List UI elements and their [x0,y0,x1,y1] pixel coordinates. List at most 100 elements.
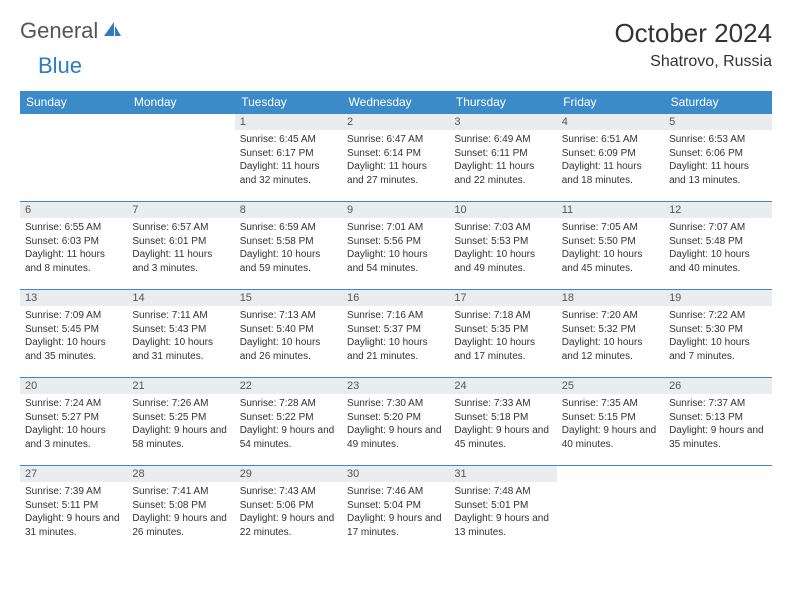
day-body: Sunrise: 6:59 AMSunset: 5:58 PMDaylight:… [235,218,342,278]
logo-text-2: Blue [38,53,82,78]
sunset-line: Sunset: 5:06 PM [240,499,337,513]
sunset-line: Sunset: 5:15 PM [562,411,659,425]
day-cell: 9Sunrise: 7:01 AMSunset: 5:56 PMDaylight… [342,202,449,290]
day-number: 19 [664,290,771,306]
sunrise-line: Sunrise: 7:01 AM [347,221,444,235]
day-number: 9 [342,202,449,218]
sunset-line: Sunset: 6:11 PM [454,147,551,161]
day-number: 23 [342,378,449,394]
week-row: 13Sunrise: 7:09 AMSunset: 5:45 PMDayligh… [20,290,772,378]
daylight-line: Daylight: 9 hours and 13 minutes. [454,512,551,539]
day-number: 26 [664,378,771,394]
sunset-line: Sunset: 5:53 PM [454,235,551,249]
day-header: Sunday [20,91,127,114]
day-body: Sunrise: 6:57 AMSunset: 6:01 PMDaylight:… [127,218,234,278]
daylight-line: Daylight: 10 hours and 59 minutes. [240,248,337,275]
sunrise-line: Sunrise: 7:46 AM [347,485,444,499]
daylight-line: Daylight: 9 hours and 49 minutes. [347,424,444,451]
day-cell: 19 Sunrise: 7:22 AMSunset: 5:30 PMDayligh… [664,290,771,378]
daylight-line: Daylight: 9 hours and 26 minutes. [132,512,229,539]
day-body: Sunrise: 7:03 AMSunset: 5:53 PMDaylight:… [449,218,556,278]
daylight-line: Daylight: 10 hours and 21 minutes. [347,336,444,363]
day-cell: 2Sunrise: 6:47 AMSunset: 6:14 PMDaylight… [342,114,449,202]
daylight-line: Daylight: 9 hours and 22 minutes. [240,512,337,539]
sunrise-line: Sunrise: 7:05 AM [562,221,659,235]
sunset-line: Sunset: 5:11 PM [25,499,122,513]
day-body: Sunrise: 7:18 AMSunset: 5:35 PMDaylight:… [449,306,556,366]
day-number: 27 [20,466,127,482]
sunset-line: Sunset: 5:27 PM [25,411,122,425]
day-cell: 29Sunrise: 7:43 AMSunset: 5:06 PMDayligh… [235,466,342,554]
day-body: Sunrise: 7:37 AMSunset: 5:13 PMDaylight:… [664,394,771,454]
day-cell: 30Sunrise: 7:46 AMSunset: 5:04 PMDayligh… [342,466,449,554]
sunrise-line: Sunrise: 7:20 AM [562,309,659,323]
day-cell [127,114,234,202]
sunrise-line: Sunrise: 7:16 AM [347,309,444,323]
day-body: Sunrise: 7:20 AMSunset: 5:32 PMDaylight:… [557,306,664,366]
daylight-line: Daylight: 10 hours and 35 minutes. [25,336,122,363]
month-title: October 2024 [614,18,772,49]
daylight-line: Daylight: 11 hours and 8 minutes. [25,248,122,275]
daylight-line: Daylight: 10 hours and 17 minutes. [454,336,551,363]
daylight-line: Daylight: 11 hours and 27 minutes. [347,160,444,187]
day-number: 8 [235,202,342,218]
day-cell: 10Sunrise: 7:03 AMSunset: 5:53 PMDayligh… [449,202,556,290]
day-body: Sunrise: 7:28 AMSunset: 5:22 PMDaylight:… [235,394,342,454]
sunrise-line: Sunrise: 6:59 AM [240,221,337,235]
sunset-line: Sunset: 6:03 PM [25,235,122,249]
sunset-line: Sunset: 5:48 PM [669,235,766,249]
day-header: Thursday [449,91,556,114]
sunrise-line: Sunrise: 6:53 AM [669,133,766,147]
sunrise-line: Sunrise: 7:03 AM [454,221,551,235]
day-cell: 24Sunrise: 7:33 AMSunset: 5:18 PMDayligh… [449,378,556,466]
sunset-line: Sunset: 5:35 PM [454,323,551,337]
sunrise-line: Sunrise: 7:41 AM [132,485,229,499]
day-number: 13 [20,290,127,306]
sail-icon [102,20,122,43]
day-cell: 11Sunrise: 7:05 AMSunset: 5:50 PMDayligh… [557,202,664,290]
day-body: Sunrise: 7:01 AMSunset: 5:56 PMDaylight:… [342,218,449,278]
day-body: Sunrise: 7:13 AMSunset: 5:40 PMDaylight:… [235,306,342,366]
day-number: 2 [342,114,449,130]
day-cell: 26Sunrise: 7:37 AMSunset: 5:13 PMDayligh… [664,378,771,466]
daylight-line: Daylight: 11 hours and 3 minutes. [132,248,229,275]
day-cell: 15Sunrise: 7:13 AMSunset: 5:40 PMDayligh… [235,290,342,378]
day-cell: 27Sunrise: 7:39 AMSunset: 5:11 PMDayligh… [20,466,127,554]
daylight-line: Daylight: 9 hours and 58 minutes. [132,424,229,451]
day-number: 20 [20,378,127,394]
day-number: 1 [235,114,342,130]
day-cell: 16Sunrise: 7:16 AMSunset: 5:37 PMDayligh… [342,290,449,378]
week-row: 20Sunrise: 7:24 AMSunset: 5:27 PMDayligh… [20,378,772,466]
day-cell: 12Sunrise: 7:07 AMSunset: 5:48 PMDayligh… [664,202,771,290]
sunrise-line: Sunrise: 7:33 AM [454,397,551,411]
day-cell: 8Sunrise: 6:59 AMSunset: 5:58 PMDaylight… [235,202,342,290]
day-header: Saturday [664,91,771,114]
day-cell: 25Sunrise: 7:35 AMSunset: 5:15 PMDayligh… [557,378,664,466]
day-cell: 22Sunrise: 7:28 AMSunset: 5:22 PMDayligh… [235,378,342,466]
sunset-line: Sunset: 6:09 PM [562,147,659,161]
logo: General [20,18,124,44]
daylight-line: Daylight: 10 hours and 31 minutes. [132,336,229,363]
day-body: Sunrise: 6:51 AMSunset: 6:09 PMDaylight:… [557,130,664,190]
day-cell: 6Sunrise: 6:55 AMSunset: 6:03 PMDaylight… [20,202,127,290]
day-body: Sunrise: 7:30 AMSunset: 5:20 PMDaylight:… [342,394,449,454]
day-cell [557,466,664,554]
day-number: 15 [235,290,342,306]
day-number: 7 [127,202,234,218]
day-cell: 20Sunrise: 7:24 AMSunset: 5:27 PMDayligh… [20,378,127,466]
sunrise-line: Sunrise: 7:07 AM [669,221,766,235]
day-body: Sunrise: 7:46 AMSunset: 5:04 PMDaylight:… [342,482,449,542]
day-header: Monday [127,91,234,114]
daylight-line: Daylight: 10 hours and 40 minutes. [669,248,766,275]
sunrise-line: Sunrise: 6:55 AM [25,221,122,235]
day-body: Sunrise: 6:55 AMSunset: 6:03 PMDaylight:… [20,218,127,278]
daylight-line: Daylight: 10 hours and 7 minutes. [669,336,766,363]
sunrise-line: Sunrise: 7:22 AM [669,309,766,323]
daylight-line: Daylight: 10 hours and 3 minutes. [25,424,122,451]
sunset-line: Sunset: 5:30 PM [669,323,766,337]
day-body: Sunrise: 7:33 AMSunset: 5:18 PMDaylight:… [449,394,556,454]
daylight-line: Daylight: 11 hours and 13 minutes. [669,160,766,187]
day-number: 17 [449,290,556,306]
day-cell [20,114,127,202]
daylight-line: Daylight: 9 hours and 17 minutes. [347,512,444,539]
